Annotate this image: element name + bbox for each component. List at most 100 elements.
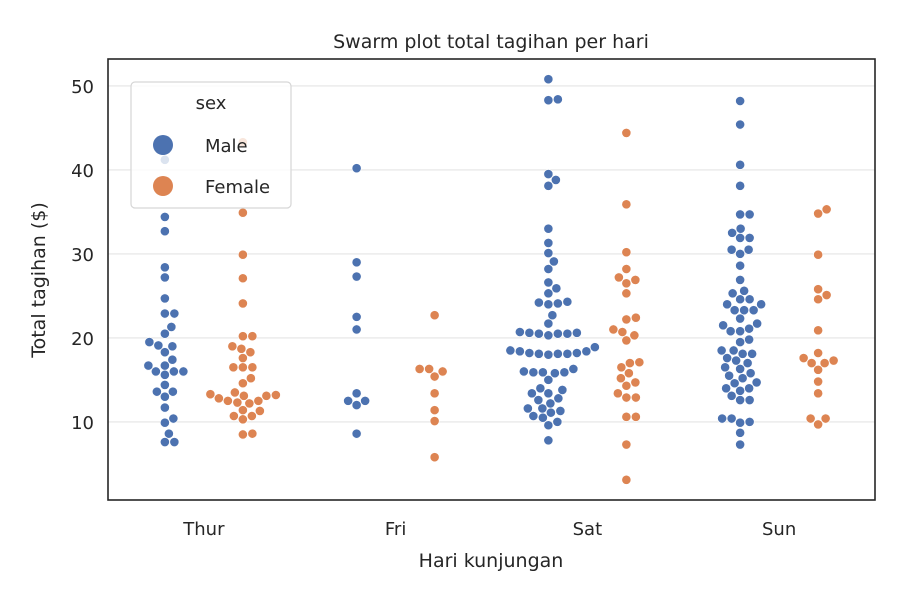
point-female-thur xyxy=(237,378,248,389)
point-male-sun xyxy=(735,233,746,243)
point-female-fri xyxy=(429,452,440,463)
point-male-sat xyxy=(559,367,570,378)
point-male-sun xyxy=(744,395,755,405)
point-male-sun xyxy=(727,288,738,299)
y-tick-label: 50 xyxy=(71,77,94,98)
point-male-sun xyxy=(727,227,738,238)
point-female-thur xyxy=(237,273,248,284)
point-female-sun xyxy=(819,358,830,368)
point-female-sun xyxy=(798,353,809,363)
point-male-sun xyxy=(735,313,746,324)
point-male-sat xyxy=(543,180,554,191)
point-male-sat xyxy=(543,299,554,310)
point-male-sat xyxy=(571,327,582,338)
point-male-sun xyxy=(716,345,727,356)
point-male-sun xyxy=(744,233,755,243)
point-male-thur xyxy=(143,360,154,371)
point-male-sat xyxy=(537,412,548,423)
point-female-sat xyxy=(621,278,632,289)
point-male-sat xyxy=(537,403,548,414)
point-male-thur xyxy=(153,340,164,351)
point-male-fri xyxy=(351,324,362,335)
point-female-sat xyxy=(621,128,632,138)
point-male-sun xyxy=(744,383,755,394)
point-male-sat xyxy=(524,327,535,338)
point-male-sun xyxy=(745,368,756,379)
point-male-sun xyxy=(718,320,729,331)
point-female-sat xyxy=(630,392,641,403)
legend-box xyxy=(130,81,292,209)
point-female-sat xyxy=(621,335,632,346)
point-female-sat xyxy=(612,388,623,399)
point-male-fri xyxy=(351,428,362,439)
point-male-thur xyxy=(159,262,170,273)
y-axis-ticks: 10 20 30 40 50 xyxy=(71,77,94,434)
point-male-sat xyxy=(550,175,561,185)
point-female-thur xyxy=(254,406,265,416)
point-male-sat xyxy=(557,385,568,395)
point-male-sun xyxy=(735,337,746,347)
point-male-sun xyxy=(744,209,755,220)
point-female-thur xyxy=(237,405,248,416)
point-male-thur xyxy=(159,226,170,237)
point-male-sun xyxy=(742,358,753,368)
point-female-sun xyxy=(813,348,824,358)
point-male-sun xyxy=(735,248,746,259)
point-male-sun xyxy=(735,180,746,191)
point-male-sat xyxy=(533,328,544,339)
point-male-thur xyxy=(144,337,155,347)
point-male-sat xyxy=(543,349,554,360)
point-male-sun xyxy=(735,159,746,170)
point-male-sun xyxy=(735,260,746,271)
point-male-sun xyxy=(731,355,742,366)
point-female-thur xyxy=(238,390,249,401)
point-female-sat xyxy=(630,377,641,388)
point-male-sat xyxy=(545,398,556,409)
point-male-sat xyxy=(543,388,554,399)
point-male-sun xyxy=(735,294,746,305)
point-male-sun xyxy=(748,305,759,316)
point-female-thur xyxy=(205,389,216,400)
point-female-thur xyxy=(236,343,247,354)
point-female-sat xyxy=(630,275,641,285)
point-male-sat xyxy=(518,366,529,377)
point-female-sun xyxy=(813,249,824,260)
point-male-thur xyxy=(151,386,162,397)
point-male-sat xyxy=(528,367,539,378)
point-female-thur xyxy=(222,395,233,406)
point-male-thur xyxy=(167,341,178,352)
point-female-sat xyxy=(613,272,624,283)
point-male-sun xyxy=(729,305,740,316)
point-female-thur xyxy=(228,362,239,373)
plot-frame xyxy=(107,58,876,501)
point-male-sat xyxy=(535,383,546,394)
point-female-sat xyxy=(624,358,635,368)
point-male-sat xyxy=(514,327,525,337)
point-male-sun xyxy=(735,96,746,106)
point-male-sat xyxy=(543,169,554,179)
point-male-thur xyxy=(169,308,180,319)
legend: sex Male Female xyxy=(130,81,292,209)
point-female-thur xyxy=(237,298,248,309)
point-female-sun xyxy=(813,419,824,430)
point-male-sat xyxy=(543,248,554,258)
point-female-fri xyxy=(429,371,440,382)
point-male-sun xyxy=(735,439,746,450)
point-female-fri xyxy=(429,416,440,426)
point-female-sun xyxy=(813,284,824,295)
point-male-sun xyxy=(720,362,731,373)
point-male-thur xyxy=(159,391,170,402)
point-female-thur xyxy=(232,397,243,408)
point-male-sun xyxy=(743,244,754,255)
point-male-sat xyxy=(543,420,554,431)
legend-marker-male xyxy=(153,135,173,155)
point-male-sun xyxy=(735,427,746,438)
point-male-sat xyxy=(589,342,600,353)
point-male-sat xyxy=(571,348,582,358)
point-male-thur xyxy=(159,347,170,358)
point-male-fri xyxy=(351,388,362,399)
point-female-thur xyxy=(247,362,258,373)
point-male-sun xyxy=(728,345,739,356)
point-female-sat xyxy=(621,380,632,391)
